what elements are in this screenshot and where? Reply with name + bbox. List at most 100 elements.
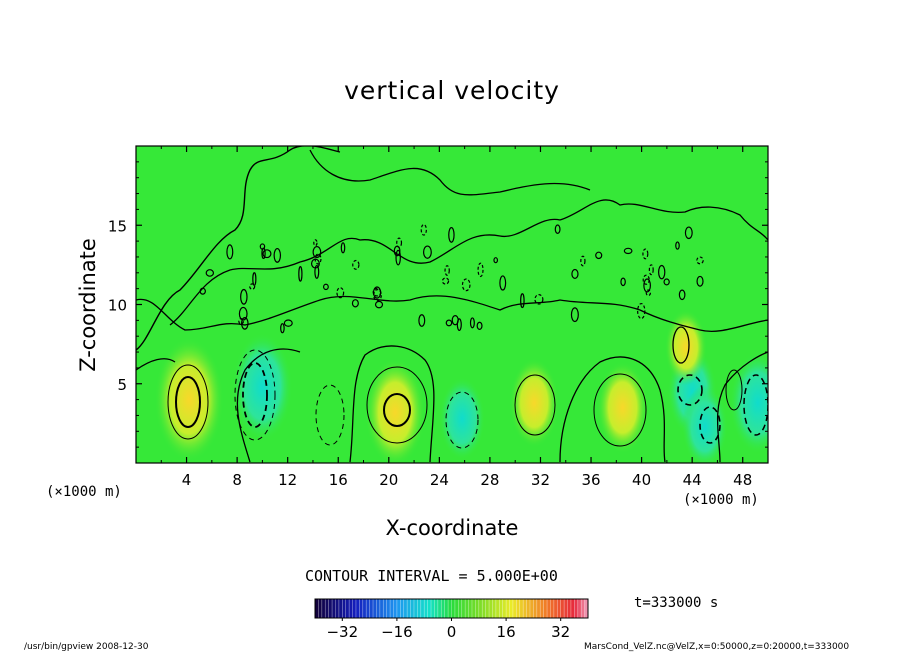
small-contour-loop — [310, 258, 320, 269]
small-contour-loop — [226, 244, 234, 260]
small-contour-loop — [663, 278, 670, 286]
small-contour-loop — [280, 323, 285, 334]
x-tick-label: 24 — [430, 471, 449, 489]
footer-program-date: /usr/bin/gpview 2008-12-30 — [24, 642, 149, 652]
contour-neg-10-outer — [234, 349, 276, 441]
x-tick-label: 32 — [531, 471, 550, 489]
contour-zero-lower-1 — [136, 358, 176, 371]
updraft-cell — [664, 309, 707, 386]
small-contour-loop — [643, 278, 651, 293]
updraft-cell — [509, 358, 559, 448]
y-tick-label: 5 — [117, 376, 127, 394]
small-contour-loop — [476, 321, 483, 330]
contour-neg-45 — [699, 406, 721, 444]
small-contour-loop — [261, 247, 266, 260]
small-contour-loop — [675, 241, 680, 250]
small-contour-loop — [373, 289, 382, 302]
small-contour-loop — [199, 287, 206, 295]
small-contour-loop — [298, 266, 303, 282]
small-contour-loop — [240, 317, 249, 330]
small-contour-loop — [648, 264, 654, 276]
small-contour-loop — [461, 278, 471, 292]
small-contour-loop — [314, 264, 320, 279]
contour-pos-38 — [593, 373, 647, 447]
contour-neg-14 — [315, 384, 345, 446]
small-contour-loop — [620, 277, 626, 287]
updraft-cell — [154, 337, 224, 462]
contour-pos-4 — [167, 364, 209, 440]
small-contour-loop — [637, 302, 646, 320]
downdraft-cell — [232, 332, 293, 441]
small-contour-loop — [283, 319, 293, 327]
contour-lines — [136, 146, 768, 463]
downdraft-cell — [729, 351, 768, 454]
contour-pos-44 — [672, 326, 690, 364]
small-contour-loop — [418, 314, 426, 327]
small-contour-loop — [554, 224, 561, 234]
y-axis-label: Z-coordinate — [76, 238, 100, 372]
contour-zero-lower-5 — [716, 351, 768, 463]
contour-zero-mid — [169, 218, 561, 326]
small-contour-loop — [493, 257, 499, 264]
contour-pos-20-outer — [366, 366, 428, 444]
small-contour-loop — [684, 226, 693, 240]
small-contour-loop — [420, 223, 427, 236]
small-contour-loop — [658, 264, 666, 280]
small-contour-loop — [313, 239, 318, 247]
small-contour-loop — [477, 262, 484, 278]
small-contour-loop — [678, 289, 686, 301]
small-contour-loop — [645, 289, 652, 297]
downdraft-cell — [682, 385, 728, 463]
small-contour-loop — [340, 242, 346, 254]
colorbar-tick-label: 16 — [497, 623, 516, 641]
small-contour-loop — [322, 283, 329, 291]
small-contour-loop — [448, 226, 455, 243]
x-unit-left: (×1000 m) — [46, 484, 122, 500]
x-tick-label: 40 — [632, 471, 651, 489]
contour-neg-10 — [242, 362, 268, 428]
small-contour-loop — [351, 299, 359, 308]
small-contour-loop — [456, 318, 462, 332]
small-contour-loop — [534, 294, 544, 305]
x-axis: 4 8 12 16 20 24 28 32 36 40 44 48 — [160, 146, 769, 489]
colorbar-tick-label: −16 — [381, 623, 413, 641]
contour-zero-lower-3 — [349, 345, 435, 463]
x-tick-label: 48 — [733, 471, 752, 489]
small-contour-loop — [696, 256, 704, 265]
small-contour-loop — [441, 277, 450, 285]
x-tick-label: 36 — [581, 471, 600, 489]
small-contour-loop — [570, 307, 579, 323]
contour-pos-47 — [725, 369, 743, 411]
small-contour-loop — [374, 300, 384, 309]
small-contour-loop — [499, 275, 507, 291]
x-tick-label: 12 — [278, 471, 297, 489]
contour-interval-text: CONTOUR INTERVAL = 5.000E+00 — [305, 567, 558, 585]
colorbar-tick-label: 32 — [551, 623, 570, 641]
small-contour-loop — [580, 255, 586, 267]
small-contour-loop — [240, 288, 248, 305]
x-tick-label: 28 — [480, 471, 499, 489]
small-contour-loop — [273, 247, 282, 263]
small-contour-loop — [396, 237, 403, 248]
updraft-cell — [365, 358, 426, 463]
small-contour-loop — [249, 283, 256, 290]
small-contour-loop — [642, 274, 650, 285]
small-contour-loop — [595, 251, 603, 260]
small-contour-loop — [623, 247, 633, 255]
small-contour-loop — [238, 306, 248, 321]
footer-source: MarsCond_VelZ.nc@VelZ,x=0:50000,z=0:2000… — [584, 642, 850, 652]
small-contour-loop — [571, 268, 579, 279]
small-contour-loop — [395, 249, 401, 266]
contour-neg-26 — [445, 391, 479, 449]
x-tick-label: 20 — [379, 471, 398, 489]
small-contour-loop — [520, 293, 525, 309]
x-axis-label: X-coordinate — [385, 516, 519, 540]
y-tick-label: 10 — [108, 297, 127, 315]
small-contour-loop — [262, 249, 272, 259]
x-tick-label: 4 — [182, 471, 192, 489]
contour-small-loops — [199, 223, 704, 334]
x-tick-label: 8 — [232, 471, 242, 489]
colorbar-tick-label: 0 — [447, 623, 457, 641]
small-contour-loop — [696, 275, 704, 287]
